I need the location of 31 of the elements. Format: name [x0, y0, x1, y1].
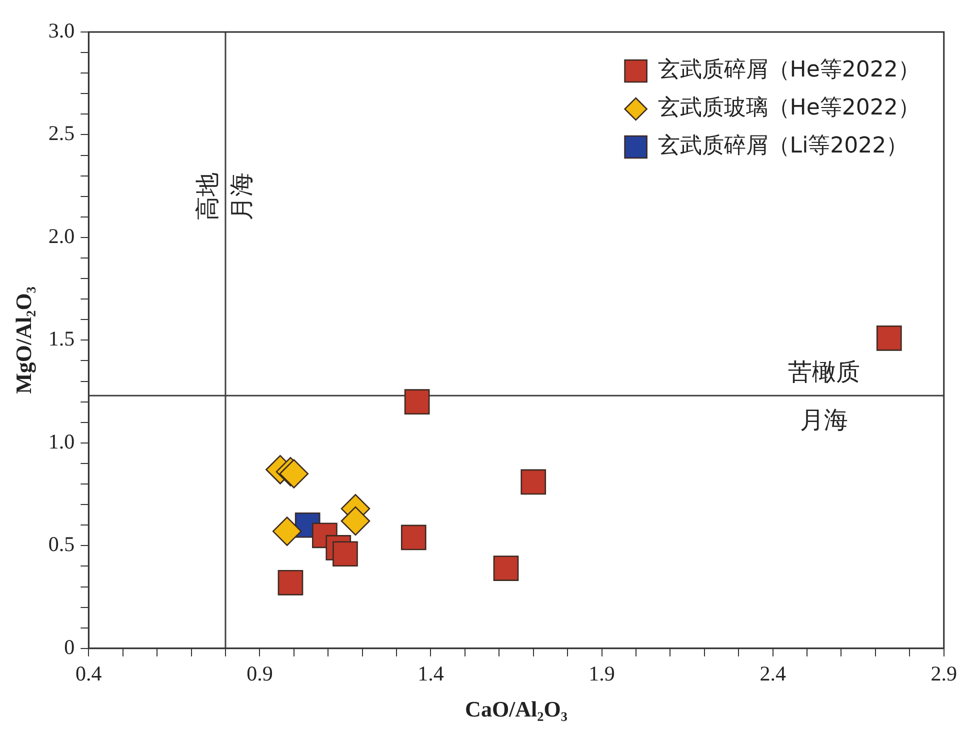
- annotation: 月海: [800, 406, 848, 434]
- y-tick-label: 1.0: [48, 429, 75, 454]
- point: [876, 325, 902, 351]
- y-tick-label: 2.5: [48, 121, 75, 146]
- x-tick-label: 2.4: [760, 662, 786, 686]
- x-tick-label: 0.4: [76, 662, 102, 686]
- point: [278, 570, 304, 596]
- point: [520, 469, 546, 495]
- x-tick-label: 2.9: [930, 662, 957, 686]
- point: [404, 389, 430, 415]
- y-tick-label: 0: [64, 634, 75, 659]
- annotation: 高地: [194, 172, 222, 220]
- y-axis-title: MgO/Al₂O₃: [10, 286, 36, 394]
- y-tick-label: 2.0: [48, 224, 75, 248]
- x-tick-label: 1.9: [588, 662, 615, 686]
- point: [272, 516, 302, 546]
- legend-label: 玄武质玻璃（He等2022）: [658, 96, 920, 121]
- annotation: 苦橄质: [788, 358, 860, 386]
- point: [340, 506, 370, 536]
- legend-label: 玄武质碎屑（He等2022）: [658, 58, 920, 83]
- point: [400, 524, 426, 550]
- y-tick-label: 0.5: [48, 532, 75, 556]
- point: [493, 556, 519, 581]
- x-axis-title: CaO/Al₂O₃: [465, 696, 568, 722]
- x-tick-label: 1.4: [418, 662, 444, 686]
- y-tick-label: 1.5: [48, 326, 75, 351]
- point: [332, 541, 358, 567]
- x-tick-label: 0.9: [246, 662, 273, 686]
- y-tick-label: 3.0: [48, 18, 75, 43]
- annotation: 月海: [228, 172, 256, 220]
- legend-label: 玄武质碎屑（Li等2022）: [658, 134, 908, 159]
